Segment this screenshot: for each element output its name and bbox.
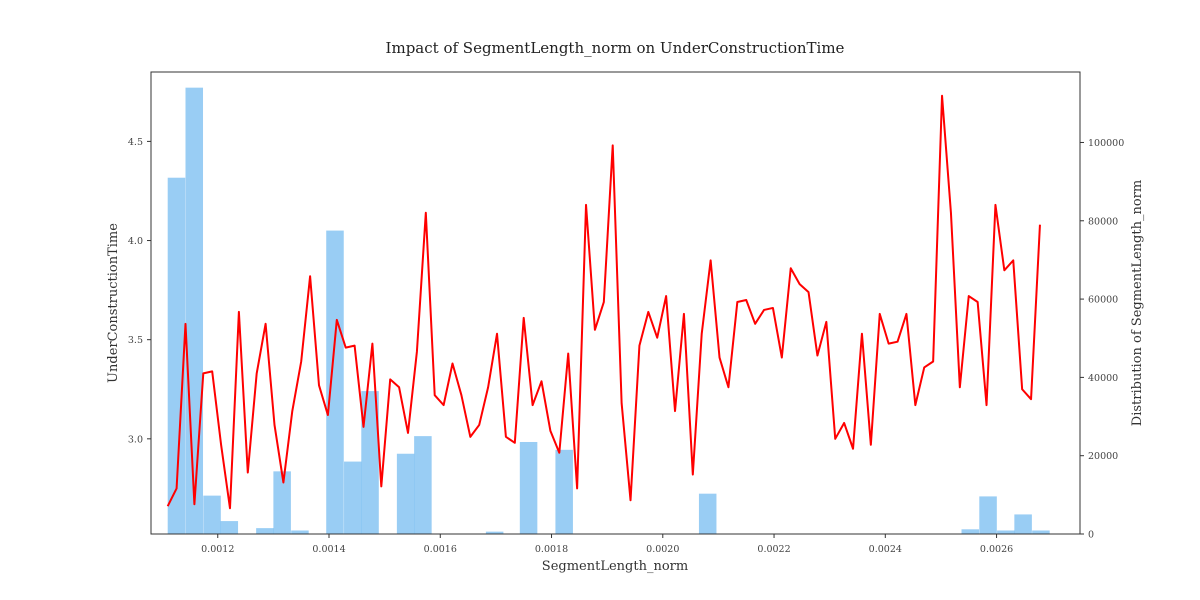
y2-tick-label: 0	[1088, 530, 1094, 541]
histogram-bar-10	[396, 453, 415, 534]
x-axis-label: SegmentLength_norm	[542, 559, 688, 574]
histogram-bar-18	[997, 530, 1015, 534]
x-tick-label: 0.0020	[646, 544, 679, 555]
histogram-bar-15	[698, 493, 717, 534]
x-tick-label: 0.0014	[312, 544, 345, 555]
histogram-bar-5	[273, 471, 291, 534]
x-axis-ticks: 0.0012 0.0014 0.0016 0.0018 0.0020 0.0022 0.00…	[201, 534, 1013, 555]
y2-axis-label: Distribution of SegmentLength_norm	[1130, 180, 1145, 426]
histogram-bar-12	[485, 531, 504, 534]
y2-tick-label: 80000	[1088, 216, 1118, 227]
histogram-bar-8	[344, 461, 362, 534]
histogram-bar-13	[519, 441, 538, 534]
y2-tick-label: 60000	[1088, 295, 1118, 306]
histogram-layer	[167, 87, 1050, 534]
histogram-bar-11	[414, 436, 432, 534]
y-axis-label: UnderConstructionTime	[106, 223, 121, 383]
histogram-bar-7	[326, 230, 344, 534]
y-tick-label: 3.0	[128, 434, 143, 445]
y-axis-ticks: 3.0 3.5 4.0 4.5	[128, 137, 151, 445]
x-tick-label: 0.0012	[201, 544, 234, 555]
histogram-bar-16	[961, 529, 980, 534]
y-tick-label: 4.0	[128, 236, 143, 247]
y2-tick-label: 40000	[1088, 373, 1118, 384]
histogram-bar-17	[979, 496, 997, 534]
line-layer	[166, 94, 1041, 510]
histogram-bar-20	[1032, 530, 1050, 534]
y-tick-label: 4.5	[128, 137, 143, 148]
y2-tick-label: 20000	[1088, 451, 1118, 462]
y2-axis-ticks: 0 20000 40000 60000 80000 100000	[1080, 138, 1124, 541]
x-tick-label: 0.0018	[535, 544, 568, 555]
histogram-bar-1	[185, 87, 204, 534]
histogram-bar-2	[203, 495, 221, 534]
histogram-bar-6	[291, 530, 309, 534]
x-tick-label: 0.0024	[869, 544, 902, 555]
histogram-bar-4	[256, 528, 274, 534]
chart-title: Impact of SegmentLength_norm on UnderCon…	[386, 39, 845, 57]
y2-tick-label: 100000	[1088, 138, 1124, 149]
histogram-bar-0	[167, 177, 186, 534]
histogram-bar-9	[361, 391, 379, 534]
x-tick-label: 0.0016	[424, 544, 457, 555]
histogram-bar-3	[220, 521, 239, 534]
histogram-bar-14	[555, 449, 573, 534]
x-tick-label: 0.0026	[980, 544, 1013, 555]
histogram-bar-19	[1014, 514, 1032, 534]
x-tick-label: 0.0022	[757, 544, 790, 555]
y-tick-label: 3.5	[128, 335, 143, 346]
plot-frame	[150, 71, 1081, 535]
mean-line-series	[166, 94, 1041, 510]
